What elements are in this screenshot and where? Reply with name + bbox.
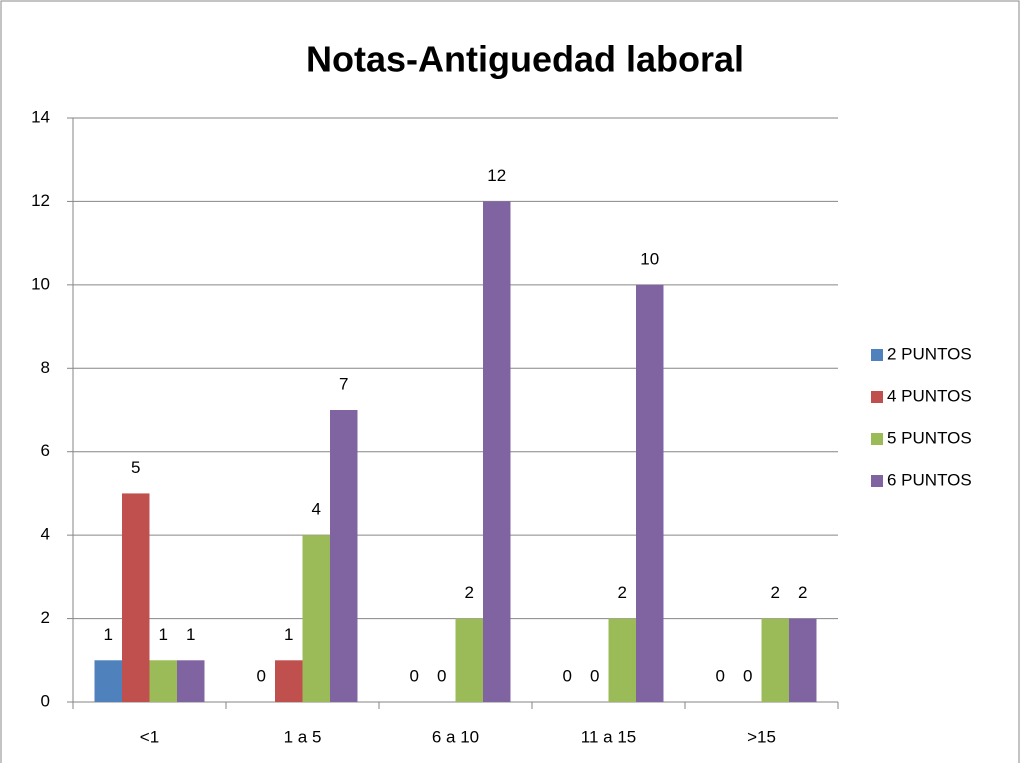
data-label: 1 xyxy=(186,625,195,644)
legend-swatch xyxy=(871,391,883,403)
y-tick-label: 14 xyxy=(31,107,50,126)
legend-swatch xyxy=(871,433,883,445)
bar xyxy=(149,660,177,702)
legend-swatch xyxy=(871,475,883,487)
legend-label: 6 PUNTOS xyxy=(887,470,972,489)
y-tick-label: 8 xyxy=(41,358,50,377)
data-label: 10 xyxy=(640,249,659,268)
data-label: 0 xyxy=(743,666,752,685)
bar xyxy=(302,535,330,702)
bar xyxy=(789,618,817,702)
legend-swatch xyxy=(871,349,883,361)
bar xyxy=(608,618,636,702)
x-tick-label: 1 a 5 xyxy=(284,727,322,746)
bar xyxy=(122,493,150,702)
x-tick-label: 11 a 15 xyxy=(581,727,636,746)
data-label: 4 xyxy=(312,500,321,519)
bar xyxy=(761,618,789,702)
y-tick-label: 2 xyxy=(41,608,50,627)
data-label: 0 xyxy=(437,666,446,685)
data-label: 0 xyxy=(410,666,419,685)
data-label: 0 xyxy=(563,666,572,685)
data-label: 1 xyxy=(284,625,293,644)
x-tick-label: >15 xyxy=(747,727,776,746)
legend-label: 2 PUNTOS xyxy=(887,344,972,363)
y-tick-label: 10 xyxy=(31,274,50,293)
y-tick-label: 4 xyxy=(41,525,50,544)
data-label: 2 xyxy=(465,583,474,602)
legend-label: 4 PUNTOS xyxy=(887,386,972,405)
x-tick-label: 6 a 10 xyxy=(432,727,479,746)
y-tick-label: 12 xyxy=(31,191,50,210)
bar xyxy=(177,660,205,702)
x-tick-label: <1 xyxy=(140,727,159,746)
bar xyxy=(455,618,483,702)
bar xyxy=(330,410,358,702)
bar xyxy=(636,284,664,702)
bar xyxy=(483,201,511,702)
bar xyxy=(94,660,122,702)
y-tick-label: 6 xyxy=(41,441,50,460)
data-label: 12 xyxy=(487,166,506,185)
data-label: 0 xyxy=(590,666,599,685)
legend-label: 5 PUNTOS xyxy=(887,428,972,447)
data-label: 1 xyxy=(104,625,113,644)
data-label: 5 xyxy=(131,458,140,477)
data-label: 7 xyxy=(339,374,348,393)
data-label: 2 xyxy=(771,583,780,602)
y-tick-label: 0 xyxy=(41,691,50,710)
data-label: 2 xyxy=(618,583,627,602)
data-label: 0 xyxy=(716,666,725,685)
bar xyxy=(275,660,303,702)
data-label: 1 xyxy=(159,625,168,644)
data-label: 2 xyxy=(798,583,807,602)
chart-title: Notas-Antiguedad laboral xyxy=(306,39,744,80)
data-label: 0 xyxy=(257,666,266,685)
